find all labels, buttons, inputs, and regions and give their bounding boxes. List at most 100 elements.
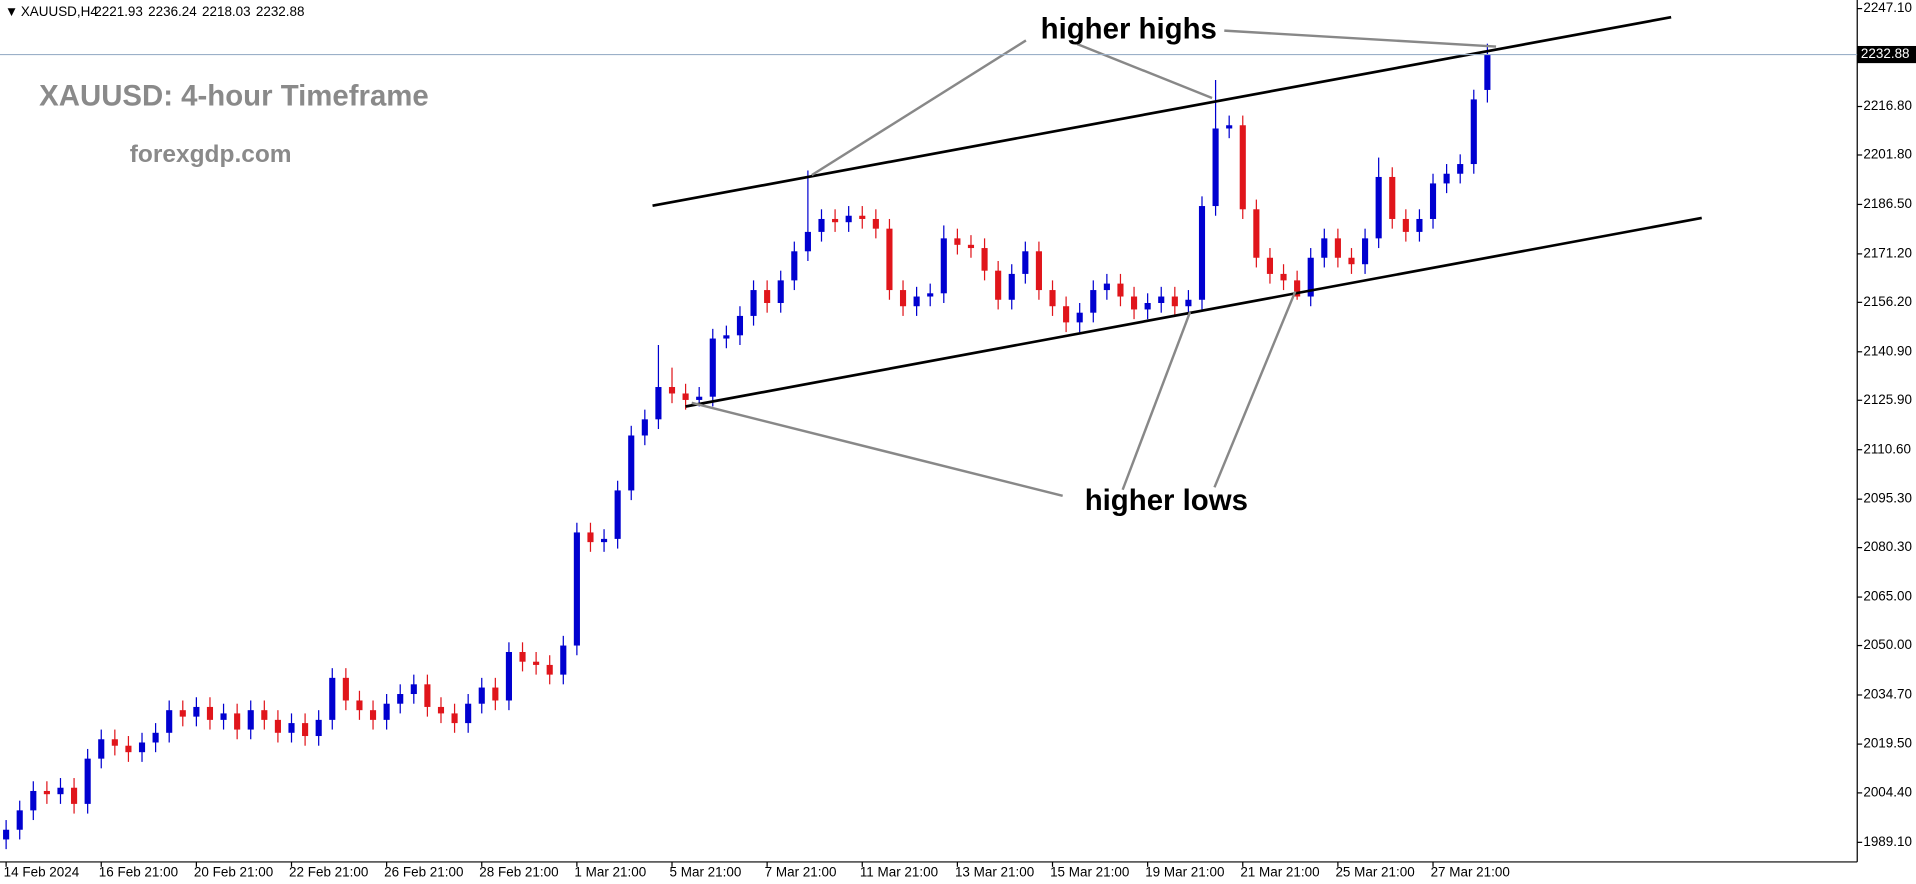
pointer — [691, 401, 1063, 498]
candle-body — [3, 829, 10, 840]
header-low: 2218.03 — [202, 4, 251, 19]
candle-body — [546, 664, 553, 675]
candle-body — [1158, 296, 1165, 303]
candle-body — [1090, 290, 1097, 313]
candle-body — [1334, 238, 1341, 258]
x-tick-label: 1 Mar 21:00 — [574, 865, 646, 880]
x-tick-label: 5 Mar 21:00 — [670, 865, 742, 880]
candle-body — [369, 710, 377, 720]
candle-body — [872, 218, 879, 229]
y-tick-label: 2125.90 — [1863, 392, 1912, 407]
x-tick-label: 22 Feb 21:00 — [289, 865, 368, 880]
candle-body — [682, 393, 689, 400]
candle-body — [1117, 283, 1124, 297]
y-tick-label: 2034.70 — [1863, 687, 1912, 702]
candle-body — [709, 338, 716, 397]
candle-body — [1185, 299, 1192, 307]
candle-body — [981, 248, 988, 271]
chart-subtitle: forexgdp.com — [130, 141, 292, 168]
candle-body — [995, 270, 1002, 300]
x-tick-label: 16 Feb 21:00 — [99, 865, 178, 880]
candle-body — [533, 661, 540, 665]
candle-body — [424, 684, 431, 707]
candle-body — [668, 387, 676, 394]
y-tick-label: 2080.30 — [1863, 539, 1912, 554]
candle-body — [356, 700, 363, 711]
candle-body — [859, 215, 866, 219]
candle-body — [1008, 273, 1015, 300]
channel — [652, 15, 1702, 408]
candle-body — [84, 758, 91, 804]
candle-body — [1022, 251, 1029, 274]
candle-body — [1321, 238, 1328, 258]
candle-body — [940, 238, 947, 294]
y-tick-label: 2004.40 — [1863, 784, 1912, 799]
candle-body — [1389, 176, 1396, 219]
candle-body — [342, 677, 349, 701]
candle-body — [125, 745, 132, 753]
candle-body — [913, 296, 920, 307]
candle-body — [967, 244, 975, 249]
candle-body — [845, 215, 852, 223]
candle-body — [261, 710, 268, 720]
candle-body — [1294, 280, 1301, 297]
candle-body — [505, 652, 512, 701]
candle-body — [16, 810, 23, 830]
candle-body — [43, 790, 50, 795]
y-tick-label: 2050.00 — [1863, 637, 1912, 652]
annotation: higher highs — [1041, 12, 1217, 45]
header-arrow: ▼ — [5, 4, 18, 19]
candle-body — [1348, 257, 1355, 265]
candle-body — [1198, 206, 1206, 300]
candle-body — [1402, 218, 1409, 232]
y-tick-label: 2140.90 — [1863, 343, 1912, 358]
pointer — [1213, 290, 1297, 488]
pointer — [1224, 29, 1497, 48]
candle-body — [1076, 312, 1083, 323]
candle-body — [1063, 306, 1070, 323]
candle-body — [1429, 183, 1437, 219]
y-tick-label: 2247.10 — [1863, 0, 1912, 15]
pointer — [1121, 311, 1192, 491]
candle-body — [1239, 125, 1246, 210]
candle-body — [1253, 209, 1260, 258]
y-tick-label: 2019.50 — [1863, 736, 1912, 751]
candle-body — [736, 315, 744, 336]
pointer — [811, 39, 1027, 177]
candle-body — [1144, 302, 1151, 310]
y-tick-label: 2186.50 — [1863, 196, 1912, 211]
candle-body — [1035, 251, 1042, 291]
candle-body — [1171, 296, 1178, 307]
candle-body — [383, 703, 390, 720]
candle-body — [478, 687, 485, 704]
candle-body — [818, 218, 825, 232]
candle-body — [410, 684, 417, 695]
candles — [3, 43, 1491, 850]
price-label: 2232.88 — [1861, 46, 1910, 61]
header-open: 2221.93 — [94, 4, 143, 19]
candle-body — [954, 238, 961, 245]
candle-body — [1443, 173, 1450, 184]
candle-body — [329, 677, 336, 720]
candle-body — [1266, 257, 1274, 274]
x-tick-label: 13 Mar 21:00 — [955, 865, 1034, 880]
candle-body — [71, 787, 78, 804]
y-tick-label: 2065.00 — [1863, 589, 1912, 604]
candle-body — [600, 538, 608, 543]
upper-trendline — [652, 15, 1672, 208]
candle-body — [628, 435, 635, 491]
candle-body — [804, 231, 811, 252]
y-tick-label: 2095.30 — [1863, 491, 1912, 506]
y-tick-label: 1989.10 — [1863, 834, 1912, 849]
price-label-box — [1857, 45, 1916, 64]
candle-body — [791, 251, 798, 281]
candle-body — [1226, 125, 1233, 129]
candle-body — [1307, 257, 1314, 297]
candle-body — [111, 739, 118, 746]
candle-body — [315, 719, 322, 737]
candle-body — [1103, 283, 1110, 291]
y-tick-label: 2110.60 — [1863, 441, 1911, 456]
annotation: higher lows — [1085, 484, 1248, 517]
x-tick-label: 26 Feb 21:00 — [384, 865, 463, 880]
